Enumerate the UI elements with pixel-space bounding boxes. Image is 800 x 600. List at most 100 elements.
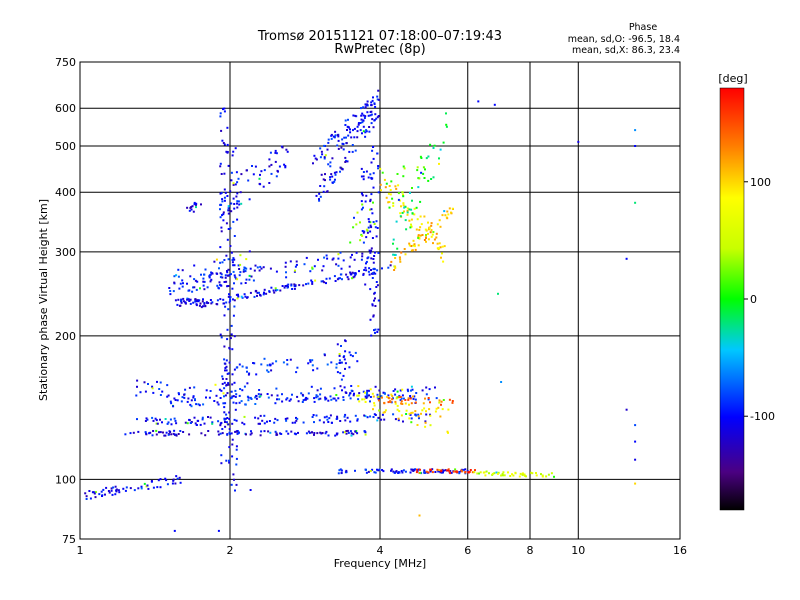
echo-point xyxy=(191,205,194,208)
echo-point xyxy=(447,408,450,411)
echo-point xyxy=(282,361,285,364)
echo-point xyxy=(394,265,397,268)
echo-point xyxy=(346,416,349,419)
echo-point xyxy=(318,199,321,202)
echo-point xyxy=(232,197,235,200)
echo-point xyxy=(190,206,193,208)
echo-point xyxy=(444,214,447,217)
echo-point xyxy=(394,254,397,256)
echo-point xyxy=(370,257,373,260)
echo-point xyxy=(345,136,347,139)
echo-point xyxy=(392,390,395,392)
echo-point xyxy=(88,490,91,492)
echo-point xyxy=(406,211,409,214)
echo-point xyxy=(389,401,392,403)
echo-point xyxy=(267,396,270,399)
echo-point xyxy=(275,152,278,155)
echo-point xyxy=(230,210,233,213)
echo-point xyxy=(376,331,379,333)
echo-point xyxy=(318,419,321,422)
echo-point xyxy=(221,139,224,142)
echo-point xyxy=(399,396,402,398)
echo-point xyxy=(370,122,373,125)
echo-point xyxy=(362,175,365,178)
echo-point xyxy=(243,385,246,388)
echo-point xyxy=(156,422,159,425)
echo-point xyxy=(189,298,192,301)
echo-point xyxy=(152,486,155,489)
echo-point xyxy=(339,468,342,471)
echo-point xyxy=(221,382,224,385)
echo-point xyxy=(174,299,177,302)
echo-point xyxy=(340,469,343,472)
echo-point xyxy=(365,269,368,272)
echo-point xyxy=(352,433,355,436)
echo-point xyxy=(129,487,132,490)
echo-point xyxy=(484,474,487,477)
echo-point xyxy=(438,157,440,160)
echo-point xyxy=(202,277,205,280)
echo-point xyxy=(404,470,407,473)
echo-point xyxy=(194,398,196,401)
echo-point xyxy=(178,393,180,396)
echo-point xyxy=(362,178,365,181)
echo-point xyxy=(152,391,155,394)
echo-point xyxy=(327,163,330,166)
echo-point xyxy=(425,413,428,416)
echo-point xyxy=(425,237,427,239)
echo-point xyxy=(390,469,392,472)
echo-point xyxy=(371,118,374,121)
echo-point xyxy=(151,385,154,388)
echo-point xyxy=(244,282,247,284)
echo-point xyxy=(236,218,239,221)
echo-point xyxy=(577,140,580,143)
echo-point xyxy=(324,432,327,435)
echo-point xyxy=(363,430,366,433)
echo-point xyxy=(270,286,273,289)
echo-point xyxy=(323,416,326,419)
echo-point xyxy=(427,397,430,399)
echo-point xyxy=(381,171,384,174)
echo-point xyxy=(184,301,187,304)
echo-point xyxy=(193,286,196,289)
echo-point xyxy=(281,393,283,396)
echo-point xyxy=(203,273,205,276)
echo-point xyxy=(198,404,201,407)
echo-point xyxy=(329,161,332,164)
echo-point xyxy=(388,397,391,400)
echo-point xyxy=(408,219,411,222)
echo-point xyxy=(395,187,398,190)
echo-point xyxy=(182,431,185,433)
echo-point xyxy=(392,238,395,241)
echo-point xyxy=(226,372,229,375)
echo-point xyxy=(361,132,363,135)
echo-point xyxy=(203,288,206,291)
echo-point xyxy=(441,214,444,217)
echo-point xyxy=(159,381,162,384)
echo-point xyxy=(159,418,161,421)
echo-point xyxy=(488,472,490,475)
echo-point xyxy=(345,432,348,435)
echo-point xyxy=(337,472,340,475)
echo-point xyxy=(369,288,372,291)
echo-point xyxy=(310,279,313,282)
echo-point xyxy=(370,104,373,107)
echo-point xyxy=(231,455,234,458)
y-tick-label: 300 xyxy=(55,246,76,259)
echo-point xyxy=(225,222,228,225)
echo-point xyxy=(241,365,244,368)
echo-point xyxy=(358,270,360,273)
echo-point xyxy=(221,375,224,378)
echo-point xyxy=(223,418,226,421)
echo-point xyxy=(235,419,238,422)
echo-point xyxy=(175,422,178,425)
echo-point xyxy=(397,417,400,420)
echo-point xyxy=(236,181,239,184)
echo-point xyxy=(200,273,202,276)
echo-point xyxy=(342,356,345,358)
echo-point xyxy=(405,228,408,231)
echo-point xyxy=(295,416,297,419)
echo-point xyxy=(107,490,110,492)
echo-point xyxy=(419,468,421,471)
stats-x-line: mean, sd,X: 86.3, 23.4 xyxy=(572,45,680,56)
